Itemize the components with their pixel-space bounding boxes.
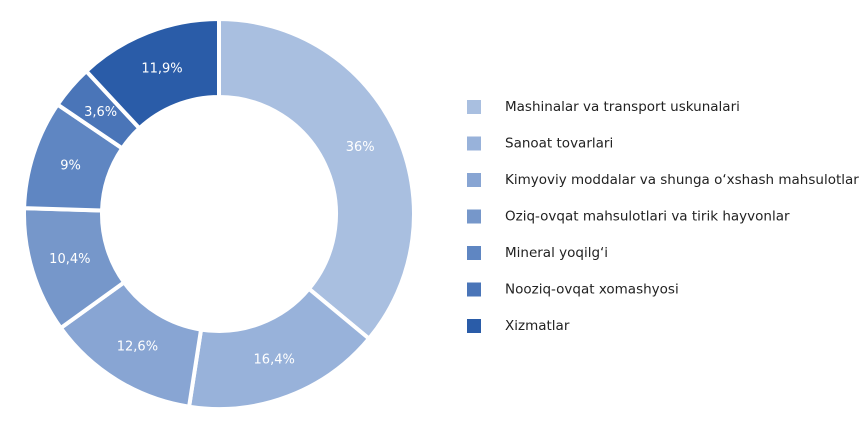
data-label: 9% <box>60 158 81 173</box>
legend-swatch <box>467 319 481 333</box>
data-label: 12,6% <box>117 339 158 354</box>
legend-label: Xizmatlar <box>505 318 570 334</box>
legend-label: Mineral yoqilg‘i <box>505 245 608 261</box>
legend-label: Nooziq-ovqat xomashyosi <box>505 282 679 298</box>
legend-swatch <box>467 209 481 224</box>
legend-swatch <box>467 282 481 297</box>
legend-swatch <box>467 100 481 114</box>
data-label: 36% <box>346 140 375 155</box>
donut-slice <box>83 16 221 132</box>
data-label: 16,4% <box>254 352 295 367</box>
donut-slice <box>217 16 416 342</box>
data-label: 10,4% <box>49 252 90 267</box>
legend-swatch <box>467 173 481 187</box>
data-label: 11,9% <box>141 61 182 76</box>
legend-label: Mashinalar va transport uskunalari <box>505 99 740 115</box>
legend-swatch <box>467 136 481 151</box>
legend-label: Sanoat tovarlari <box>505 136 613 152</box>
legend-label: Kimyoviy moddalar va shunga o‘xshash mah… <box>505 172 859 188</box>
data-label: 3,6% <box>84 105 117 120</box>
legend-label: Oziq-ovqat mahsulotlari va tirik hayvonl… <box>505 209 790 225</box>
legend-swatch <box>467 246 481 260</box>
